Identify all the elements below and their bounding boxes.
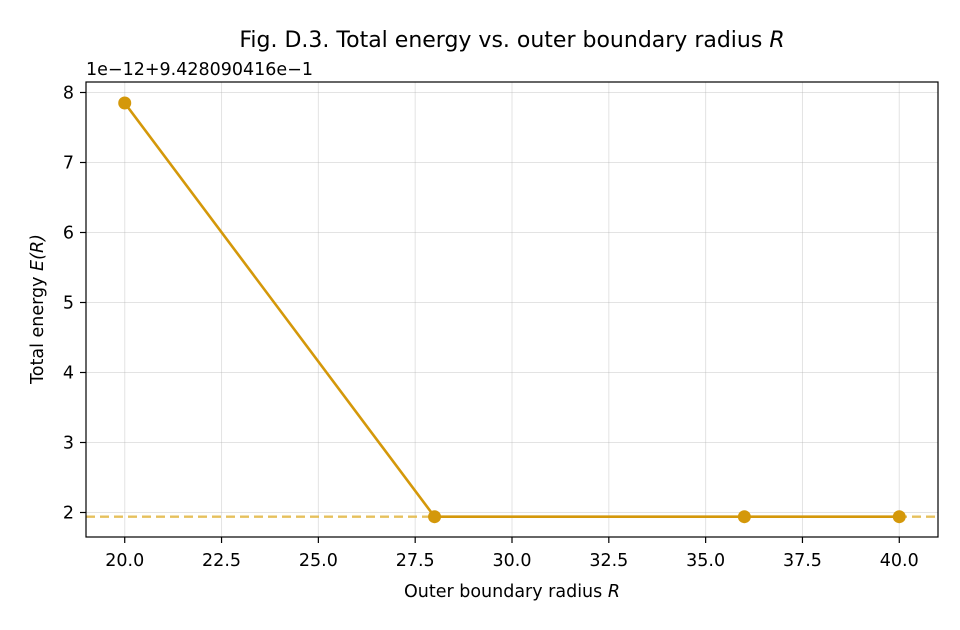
x-tick-label: 35.0 <box>686 551 725 571</box>
data-point <box>428 510 442 524</box>
x-tick-label: 27.5 <box>396 551 435 571</box>
y-tick-label: 7 <box>63 154 74 174</box>
grid <box>86 82 938 537</box>
x-tick-label: 30.0 <box>493 551 532 571</box>
y-tick-label: 3 <box>63 434 74 454</box>
y-ticks: 2 3 4 5 6 7 8 <box>63 84 86 524</box>
x-tick-label: 37.5 <box>783 551 822 571</box>
x-tick-label: 40.0 <box>880 551 919 571</box>
y-tick-label: 8 <box>63 84 74 104</box>
y-tick-label: 4 <box>63 364 74 384</box>
series-line-0 <box>123 102 900 519</box>
y-offset-label: 1e−12+9.428090416e−1 <box>86 60 313 80</box>
data-point <box>892 510 906 524</box>
y-tick-label: 2 <box>63 504 74 524</box>
y-tick-label: 5 <box>63 294 74 314</box>
x-tick-label: 22.5 <box>202 551 241 571</box>
x-ticks: 20.0 22.5 25.0 27.5 30.0 32.5 35.0 37.5 40.0 <box>105 537 919 571</box>
y-tick-label: 6 <box>63 224 74 244</box>
data-point <box>737 510 751 524</box>
x-tick-label: 25.0 <box>299 551 338 571</box>
series-layer <box>118 96 906 524</box>
y-axis-label: Total energy E(R) <box>28 234 48 385</box>
data-point <box>118 96 132 110</box>
chart-title: Fig. D.3. Total energy vs. outer boundar… <box>239 28 784 53</box>
x-tick-label: 20.0 <box>105 551 144 571</box>
x-axis-label: Outer boundary radius R <box>404 582 620 602</box>
x-tick-label: 32.5 <box>589 551 628 571</box>
